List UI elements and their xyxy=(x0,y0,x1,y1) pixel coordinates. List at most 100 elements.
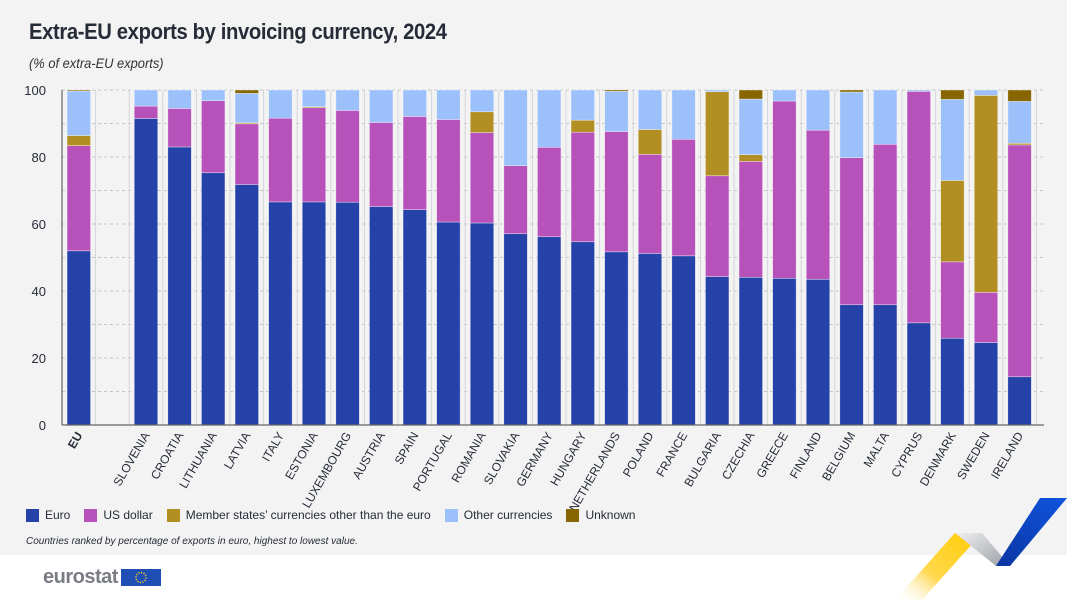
bar-segment-other xyxy=(469,89,495,113)
bar-segment-other xyxy=(66,90,91,136)
bar-segment-unknown xyxy=(66,89,91,92)
eurostat-logo: eurostat xyxy=(43,566,161,589)
chart-subtitle: (% of extra-EU exports) xyxy=(29,55,164,71)
bar-segment-euro xyxy=(906,322,931,426)
bar-segment-euro xyxy=(201,172,226,426)
legend-swatch-other-currencies xyxy=(444,508,458,522)
bar-segment-euro xyxy=(570,241,595,426)
bar-segment-us xyxy=(772,100,797,279)
bar-segment-us xyxy=(671,138,696,257)
x-tick-label: CYPRUS xyxy=(888,430,925,480)
bar-segment-us xyxy=(335,110,360,203)
bar-segment-us xyxy=(268,117,293,203)
bar-segment-us xyxy=(873,143,898,306)
bar-segment-euro xyxy=(738,276,763,426)
x-tick-label: FRANCE xyxy=(653,430,690,480)
x-tick-label: SWEDEN xyxy=(954,430,992,483)
bar-segment-us xyxy=(570,131,595,243)
y-tick-label: 80 xyxy=(32,150,46,165)
bar-segment-us xyxy=(973,292,999,343)
bar-segment-euro xyxy=(1007,376,1032,426)
bar-segment-other xyxy=(268,89,293,119)
bar-segment-euro xyxy=(705,276,730,426)
bar-segment-us xyxy=(637,154,663,254)
bar-stack-latvia xyxy=(234,89,259,426)
bar-segment-other xyxy=(604,91,629,132)
bar-segment-euro xyxy=(671,255,696,426)
bar-segment-other xyxy=(839,91,864,158)
bar-segment-other xyxy=(772,89,797,102)
bar-segment-other xyxy=(973,89,999,96)
x-tick-label: GREECE xyxy=(754,430,791,481)
bar-segment-euro xyxy=(973,342,999,426)
bar-stack-germany xyxy=(537,89,562,426)
bar-stack-hungary xyxy=(570,89,595,426)
x-tick-label: AUSTRIA xyxy=(350,430,388,482)
bar-segment-member xyxy=(469,111,495,133)
bar-segment-euro xyxy=(637,253,663,426)
y-axis-ticks: 0 20 40 60 80 100 xyxy=(24,83,46,433)
bar-segment-member xyxy=(570,119,595,133)
x-tick-label: CZECHIA xyxy=(719,430,757,483)
bar-segment-us xyxy=(133,105,159,119)
bar-segment-us xyxy=(1007,144,1032,378)
bar-segment-euro xyxy=(537,236,562,426)
bar-segment-us xyxy=(469,132,495,224)
bar-stack-malta xyxy=(873,89,898,426)
x-tick-label: MALTA xyxy=(861,430,892,470)
bar-segment-other xyxy=(234,93,259,124)
y-tick-label: 20 xyxy=(32,351,46,366)
bar-segment-us xyxy=(167,108,192,148)
bar-stack-ireland xyxy=(1007,89,1032,426)
bar-segment-us xyxy=(503,165,528,235)
legend-label-other-currencies: Other currencies xyxy=(463,508,553,522)
bar-segment-other xyxy=(301,89,327,108)
legend-label-member-states: Member states’ currencies other than the… xyxy=(185,508,431,522)
legend-swatch-euro xyxy=(26,508,39,522)
bar-segment-us xyxy=(436,119,461,223)
bar-segment-member xyxy=(940,180,965,263)
bar-segment-other xyxy=(402,89,427,117)
x-tick-label: ESTONIA xyxy=(282,430,320,482)
x-tick-label: IRELAND xyxy=(988,429,1026,481)
bar-stack-poland xyxy=(637,89,663,426)
bar-segment-other xyxy=(805,89,831,131)
bar-segment-member xyxy=(637,129,663,155)
bar-segment-other xyxy=(738,98,763,155)
bar-stack-croatia xyxy=(167,89,192,426)
legend-item-member-states: Member states’ currencies other than the… xyxy=(166,508,431,522)
y-tick-label: 40 xyxy=(32,284,46,299)
legend-item-us-dollar: US dollar xyxy=(84,508,153,522)
bar-segment-other xyxy=(671,89,696,140)
bar-segment-other xyxy=(940,99,965,181)
bar-segment-euro xyxy=(402,209,427,426)
bar-segment-other xyxy=(503,89,528,167)
bar-stack-slovakia xyxy=(503,89,528,426)
bar-segment-euro xyxy=(167,146,192,426)
legend-item-unknown: Unknown xyxy=(566,508,635,522)
bar-segment-unknown xyxy=(1007,89,1032,102)
bar-segment-member xyxy=(973,95,999,293)
bar-stack-austria xyxy=(369,89,394,426)
bar-segment-us xyxy=(234,123,259,185)
bar-segment-us xyxy=(906,91,931,324)
bar-segment-other xyxy=(873,89,898,145)
bar-segment-member xyxy=(705,91,730,177)
bar-stack-netherlands xyxy=(604,89,629,426)
bar-segment-euro xyxy=(940,337,965,426)
bar-segment-us xyxy=(940,261,965,339)
bar-segment-other xyxy=(436,89,461,120)
bar-segment-member xyxy=(738,154,763,162)
logo-text: eurostat xyxy=(43,566,118,588)
bar-segment-us xyxy=(805,129,831,280)
bar-segment-unknown xyxy=(940,89,965,100)
bar-stack-denmark xyxy=(940,89,965,426)
footnote: Countries ranked by percentage of export… xyxy=(26,536,358,547)
bar-segment-unknown xyxy=(839,89,864,93)
legend-item-other-currencies: Other currencies xyxy=(444,508,553,522)
bar-segment-other xyxy=(335,89,360,111)
bar-segment-us xyxy=(66,145,91,252)
bar-segment-other xyxy=(1007,101,1032,144)
bar-segment-other xyxy=(537,89,562,148)
